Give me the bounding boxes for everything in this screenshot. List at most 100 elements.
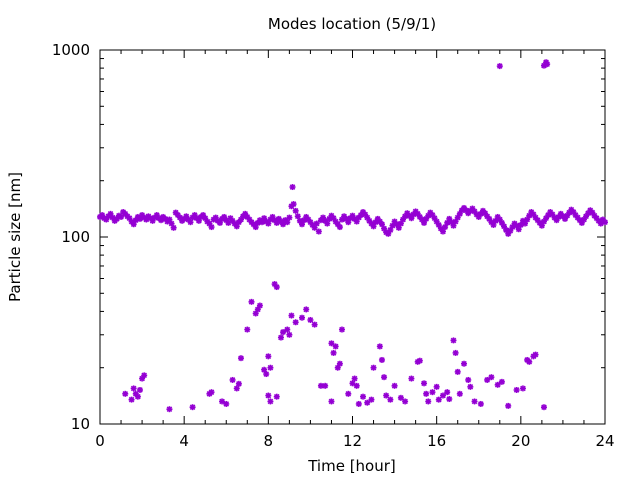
data-point (311, 321, 318, 328)
x-tick-label: 24 (595, 432, 614, 450)
data-point (244, 326, 251, 333)
data-point (330, 349, 337, 356)
data-point (277, 334, 284, 341)
data-point (370, 364, 377, 371)
data-point (513, 386, 520, 393)
x-tick-label: 8 (264, 432, 274, 450)
data-point (328, 340, 335, 347)
data-point (435, 396, 442, 403)
data-point (265, 353, 272, 360)
data-point (484, 376, 491, 383)
data-point (364, 399, 371, 406)
data-point (237, 355, 244, 362)
data-point (336, 360, 343, 367)
data-point (351, 375, 358, 382)
data-point (454, 368, 461, 375)
data-point (208, 389, 215, 396)
data-point (488, 374, 495, 381)
data-point (141, 372, 148, 379)
y-axis-label: Particle size [nm] (6, 172, 24, 302)
data-point (496, 63, 503, 70)
data-point (307, 316, 314, 323)
data-point (273, 284, 280, 291)
data-point (381, 374, 388, 381)
data-point (461, 360, 468, 367)
data-point (544, 61, 551, 68)
data-point (313, 220, 320, 227)
data-point (345, 390, 352, 397)
data-point (540, 404, 547, 411)
data-point (292, 319, 299, 326)
data-point (360, 393, 367, 400)
data-point (494, 381, 501, 388)
data-points (97, 59, 608, 413)
data-point (324, 220, 331, 227)
data-point (284, 219, 291, 226)
data-point (355, 400, 362, 407)
data-point (256, 302, 263, 309)
data-point (289, 184, 296, 191)
data-point (208, 224, 215, 231)
data-point (286, 331, 293, 338)
data-point (263, 371, 270, 378)
data-point (265, 392, 272, 399)
data-point (303, 306, 310, 313)
x-axis-label: Time [hour] (307, 457, 396, 475)
data-point (452, 349, 459, 356)
data-point (446, 396, 453, 403)
data-point (235, 380, 242, 387)
x-tick-label: 20 (511, 432, 530, 450)
data-point (338, 326, 345, 333)
data-point (322, 382, 329, 389)
data-point (267, 398, 274, 405)
data-point (130, 385, 137, 392)
data-point (229, 376, 236, 383)
data-point (450, 337, 457, 344)
data-point (122, 390, 129, 397)
data-point (429, 389, 436, 396)
data-point (189, 404, 196, 411)
data-point (566, 209, 573, 216)
data-point (383, 392, 390, 399)
data-point (353, 382, 360, 389)
data-point (261, 366, 268, 373)
data-point (284, 326, 291, 333)
x-tick-label: 0 (95, 432, 105, 450)
data-point (223, 400, 230, 407)
data-point (465, 376, 472, 383)
data-point (349, 380, 356, 387)
data-point (376, 343, 383, 350)
data-point (498, 378, 505, 385)
x-tick-label: 12 (343, 432, 362, 450)
data-point (248, 298, 255, 305)
data-point (187, 219, 194, 226)
data-point (290, 201, 297, 208)
y-tick-label: 1000 (52, 41, 90, 59)
axis-ticks: 0 4 8 12 16 20 24 10 100 1000 (52, 41, 615, 450)
data-point (408, 375, 415, 382)
data-point (328, 398, 335, 405)
chart-title: Modes location (5/9/1) (268, 15, 436, 33)
data-point (439, 392, 446, 399)
data-point (288, 312, 295, 319)
data-point (378, 356, 385, 363)
data-point (136, 386, 143, 393)
data-point (368, 396, 375, 403)
data-point (387, 396, 394, 403)
x-tick-label: 16 (427, 432, 446, 450)
data-point (421, 380, 428, 387)
x-tick-label: 4 (179, 432, 189, 450)
data-point (233, 385, 240, 392)
y-tick-label: 100 (61, 228, 90, 246)
data-point (425, 398, 432, 405)
data-point (519, 385, 526, 392)
data-point (505, 402, 512, 409)
data-point (433, 383, 440, 390)
data-point (477, 400, 484, 407)
data-point (332, 343, 339, 350)
data-point (273, 393, 280, 400)
data-point (400, 216, 406, 223)
data-point (416, 357, 423, 364)
